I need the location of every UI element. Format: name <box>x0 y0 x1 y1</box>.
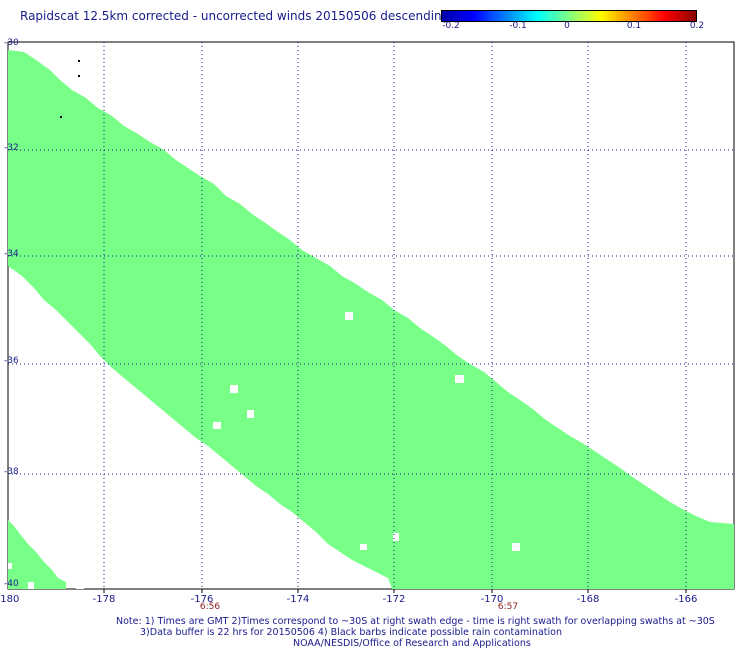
y-tick: -30 <box>4 38 19 48</box>
data-gap <box>28 582 34 589</box>
x-tick: -174 <box>286 594 310 605</box>
note-line-1: Note: 1) Times are GMT 2)Times correspon… <box>116 616 715 627</box>
colorbar-tick: 0.2 <box>689 21 705 31</box>
pass-time: 6:57 <box>497 602 519 612</box>
chart-title: Rapidscat 12.5km corrected - uncorrected… <box>20 9 450 23</box>
y-tick: -34 <box>4 249 19 259</box>
data-gap <box>455 375 464 383</box>
note-line-3: NOAA/NESDIS/Office of Research and Appli… <box>293 638 531 649</box>
data-gap <box>247 410 254 418</box>
x-tick: -176 <box>190 594 214 605</box>
y-tick: -36 <box>4 356 19 366</box>
x-tick: -170 <box>480 594 504 605</box>
x-tick: -178 <box>92 594 116 605</box>
y-tick: -40 <box>4 579 19 589</box>
note-line-2: 3)Data buffer is 22 hrs for 20150506 4) … <box>140 627 562 638</box>
y-tick: -38 <box>4 467 19 477</box>
colorbar-tick: -0.2 <box>442 21 460 31</box>
rain-barb-speck <box>78 75 80 77</box>
y-tick: -32 <box>4 143 19 153</box>
pass-time: 6:56 <box>199 602 221 612</box>
x-tick: -172 <box>382 594 406 605</box>
data-gap <box>512 543 520 551</box>
data-gap <box>360 544 367 550</box>
data-gap <box>345 312 353 320</box>
data-gap <box>393 533 399 541</box>
rain-barb-speck <box>78 60 80 62</box>
colorbar-tick: 0 <box>564 21 570 31</box>
data-gaps <box>8 312 520 589</box>
data-gap <box>8 563 12 569</box>
x-tick: -168 <box>576 594 600 605</box>
grid-lines <box>8 42 734 593</box>
colorbar-tick: -0.1 <box>509 21 527 31</box>
data-gap <box>230 385 238 393</box>
data-gap <box>76 580 84 589</box>
x-tick: -180 <box>0 594 20 605</box>
colorbar <box>441 10 697 22</box>
data-gap <box>213 422 221 429</box>
black-barbs <box>60 60 80 118</box>
colorbar-tick: 0.1 <box>626 21 642 31</box>
rain-barb-speck <box>60 116 62 118</box>
x-tick: -166 <box>674 594 698 605</box>
swath-corner <box>8 520 66 589</box>
swath-main <box>8 42 734 589</box>
